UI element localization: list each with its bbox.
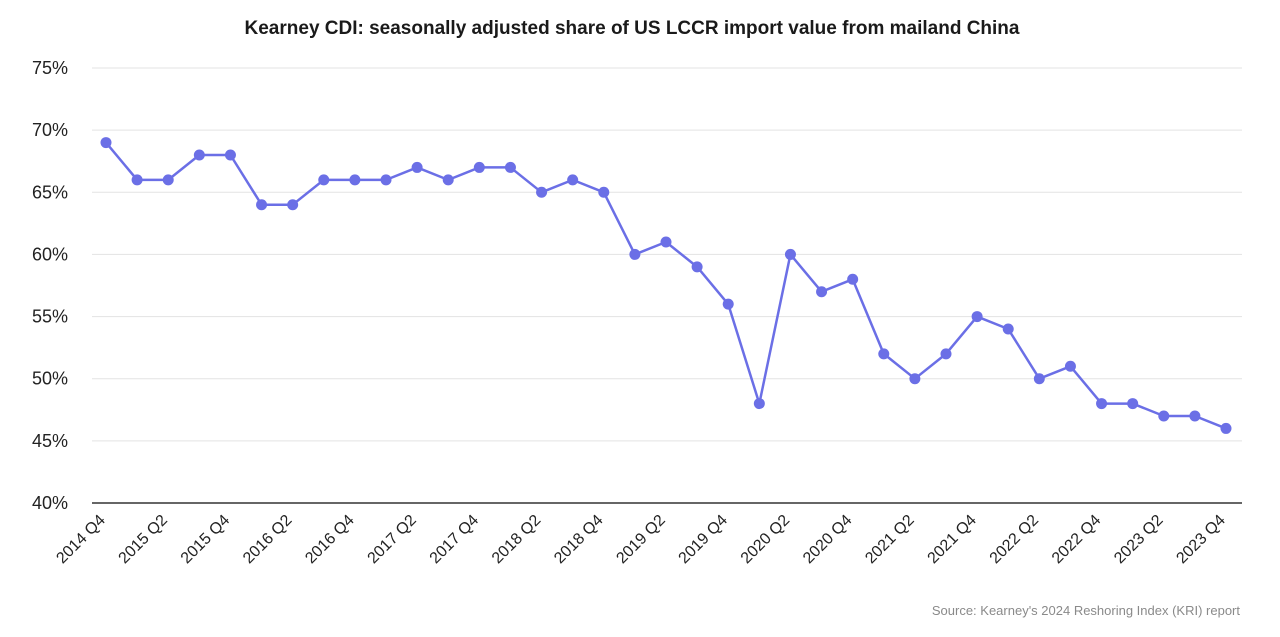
data-point: [411, 161, 423, 173]
data-point: [442, 174, 454, 186]
data-point: [193, 149, 205, 161]
data-point: [504, 161, 516, 173]
data-point: [753, 398, 765, 410]
source-note: Source: Kearney's 2024 Reshoring Index (…: [932, 603, 1241, 618]
data-point: [660, 236, 672, 248]
data-point: [1064, 360, 1076, 372]
grid: [92, 67, 1242, 504]
data-point: [1127, 398, 1139, 410]
data-point: [1220, 422, 1232, 434]
x-tick-label: 2016 Q2: [240, 512, 295, 567]
y-tick-label: 40%: [32, 493, 68, 513]
y-tick-label: 65%: [32, 182, 68, 202]
x-tick-label: 2023 Q2: [1111, 512, 1166, 567]
x-tick-label: 2021 Q4: [925, 512, 980, 567]
x-tick-label: 2015 Q2: [116, 512, 171, 567]
data-point: [380, 174, 392, 186]
x-tick-label: 2021 Q2: [862, 512, 917, 567]
x-tick-label: 2022 Q4: [1049, 512, 1104, 567]
x-tick-label: 2017 Q4: [427, 512, 482, 567]
data-point: [784, 248, 796, 260]
y-axis: 40% 45% 50% 55% 60% 65% 70% 75%: [32, 58, 68, 513]
data-point: [722, 298, 734, 310]
chart-title: Kearney CDI: seasonally adjusted share o…: [245, 18, 1020, 39]
x-tick-label: 2018 Q4: [551, 512, 606, 567]
data-point: [971, 311, 983, 323]
data-point: [131, 174, 143, 186]
x-tick-label: 2023 Q4: [1173, 512, 1228, 567]
data-point: [473, 161, 485, 173]
data-point: [349, 174, 361, 186]
data-point: [224, 149, 236, 161]
x-tick-label: 2017 Q2: [365, 512, 420, 567]
data-point: [816, 286, 828, 298]
y-tick-label: 70%: [32, 120, 68, 140]
data-point: [1033, 373, 1045, 385]
x-tick-label: 2020 Q4: [800, 512, 855, 567]
data-point: [940, 348, 952, 360]
y-tick-label: 55%: [32, 307, 68, 327]
data-point: [536, 186, 548, 198]
x-tick-label: 2014 Q4: [53, 512, 108, 567]
data-point: [878, 348, 890, 360]
data-point: [691, 261, 703, 273]
x-tick-label: 2019 Q2: [613, 512, 668, 567]
data-point: [1096, 398, 1108, 410]
data-point: [100, 137, 112, 149]
y-tick-label: 75%: [32, 58, 68, 78]
data-point: [1189, 410, 1201, 422]
x-tick-label: 2022 Q2: [987, 512, 1042, 567]
series: [100, 137, 1232, 434]
x-tick-label: 2016 Q4: [302, 512, 357, 567]
data-point: [598, 186, 610, 198]
data-point: [1158, 410, 1170, 422]
y-tick-label: 50%: [32, 369, 68, 389]
x-tick-label: 2018 Q2: [489, 512, 544, 567]
x-tick-label: 2019 Q4: [676, 512, 731, 567]
data-point: [629, 248, 641, 260]
data-point: [1002, 323, 1014, 335]
data-point: [909, 373, 921, 385]
y-tick-label: 45%: [32, 431, 68, 451]
x-tick-label: 2020 Q2: [738, 512, 793, 567]
data-point: [162, 174, 174, 186]
x-axis: 2014 Q4 2015 Q2 2015 Q4 2016 Q2 2016 Q4 2017 …: [53, 512, 1228, 567]
y-tick-label: 60%: [32, 244, 68, 264]
data-point: [567, 174, 579, 186]
series-line: [104, 141, 1228, 430]
data-point: [847, 273, 859, 285]
data-point: [256, 199, 268, 211]
x-tick-label: 2015 Q4: [178, 512, 233, 567]
data-point: [287, 199, 299, 211]
data-point: [318, 174, 330, 186]
